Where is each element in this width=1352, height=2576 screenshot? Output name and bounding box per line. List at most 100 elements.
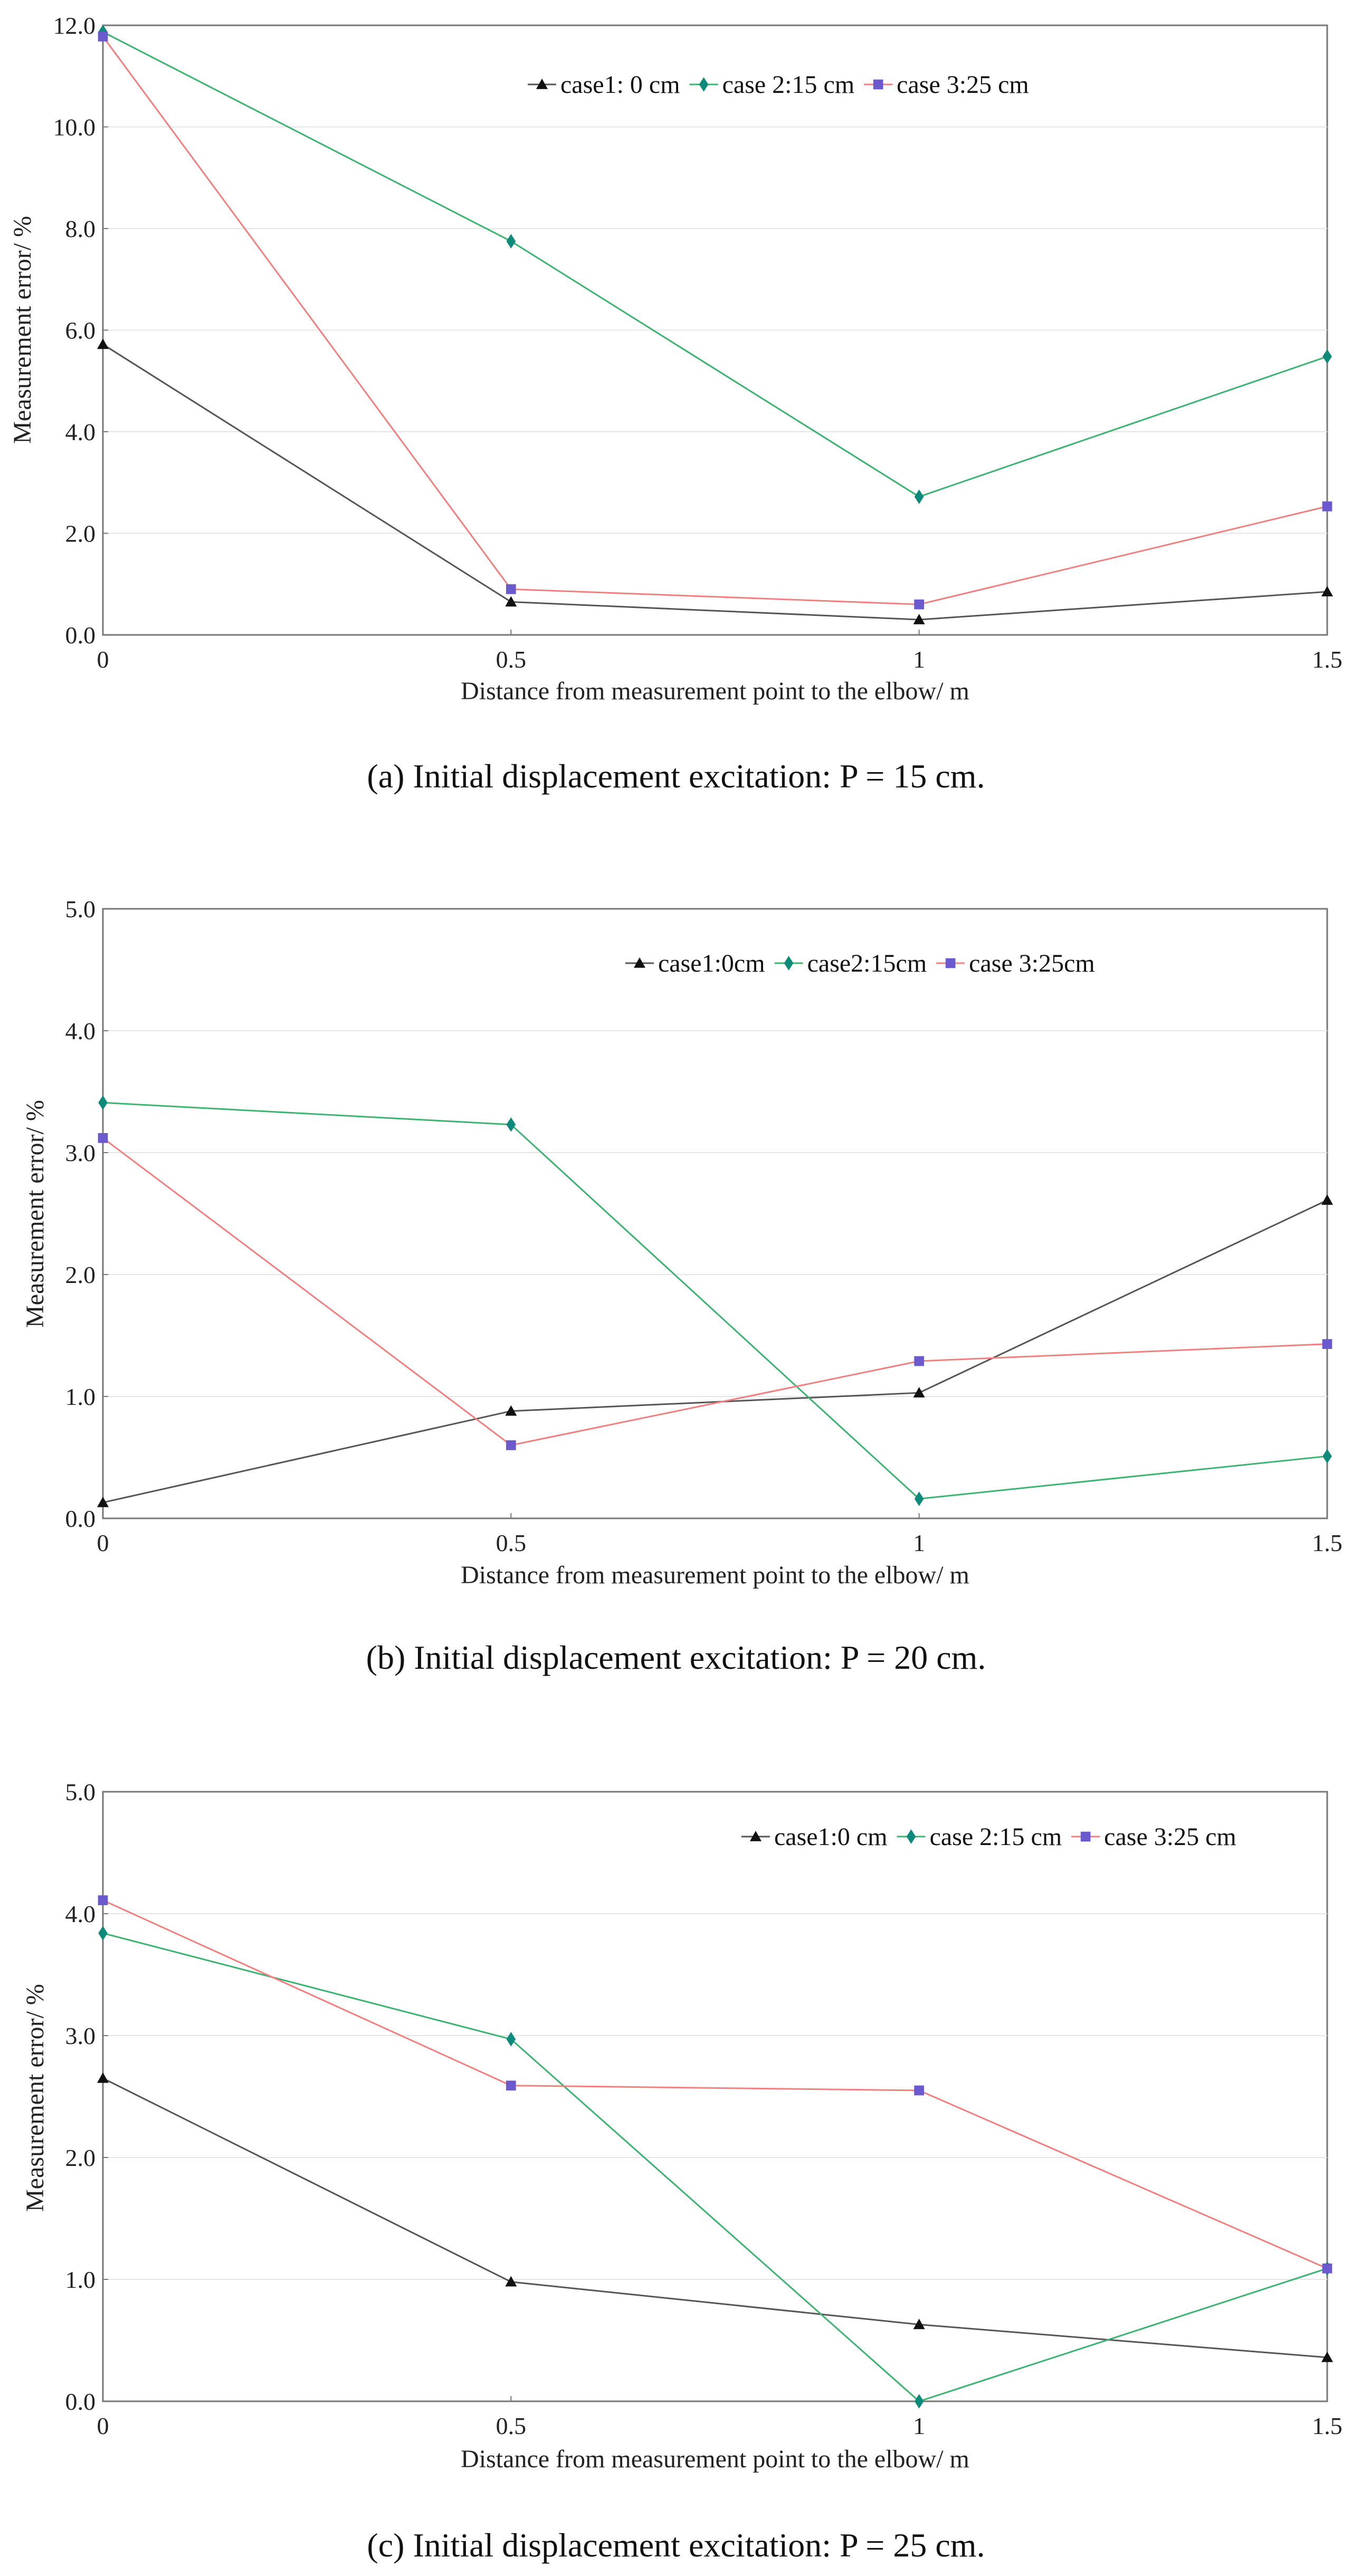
panel-a-legend-label-case3: case 3:25 cm xyxy=(897,71,1029,99)
panel-b-legend-label-case2: case2:15cm xyxy=(807,949,927,977)
panel-c-y-tick-label: 5.0 xyxy=(65,1779,96,1805)
panel-a-point-case2 xyxy=(914,489,924,504)
panel-b-y-axis-label: Measurement error/ % xyxy=(21,1100,49,1328)
panel-a-y-tick-label: 12.0 xyxy=(53,12,96,39)
panel-c-legend-marker-case2 xyxy=(906,1829,916,1844)
panel-c-point-case3 xyxy=(506,2080,516,2091)
panel-a-y-tick-label: 8.0 xyxy=(65,215,96,242)
panel-b-point-case2 xyxy=(1322,1449,1332,1463)
panel-a-y-ticks: 0.0 2.0 4.0 6.0 8.0 10.0 12.0 xyxy=(53,12,108,649)
panel-b-x-tick-label: 1.5 xyxy=(1312,1529,1343,1556)
panel-c: 0.01.02.03.04.05.0 0 0.5 1 1.5 case1:0 cm ca… xyxy=(21,1779,1343,2564)
panel-b-plot-frame xyxy=(102,908,1328,1519)
panel-b-point-case2 xyxy=(914,1491,924,1506)
panel-b-legend-label-case3: case 3:25cm xyxy=(969,949,1095,977)
panel-c-y-ticks: 0.0 1.0 2.0 3.0 4.0 5.0 xyxy=(65,1779,108,2415)
panel-a-markers xyxy=(97,24,1333,624)
panel-b-x-tick-label: 0 xyxy=(97,1529,109,1556)
panel-b-point-case3 xyxy=(1322,1339,1332,1349)
panel-a-point-case2 xyxy=(1322,349,1332,364)
panel-a-legend-marker-case3 xyxy=(873,79,883,90)
panel-a-legend-marker-case2 xyxy=(699,77,709,92)
panel-c-point-case3 xyxy=(1322,2263,1332,2274)
panel-a-series-line-2 xyxy=(102,31,1328,498)
panel-a-x-tick-label: 0 xyxy=(97,646,109,673)
panel-b-y-tick-label: 4.0 xyxy=(65,1018,96,1044)
panel-a-y-axis-label: Measurement error/ % xyxy=(8,216,36,444)
panel-b-y-ticks: 0.0 1.0 2.0 3.0 4.0 5.0 xyxy=(65,896,108,1532)
panel-c-point-case3 xyxy=(914,2085,925,2096)
panel-c-gridlines xyxy=(103,1913,1327,2280)
panel-a-x-ticks: 0 0.5 1 1.5 xyxy=(97,630,1343,673)
panel-a-series-lines xyxy=(102,31,1328,621)
panel-c-y-tick-label: 1.0 xyxy=(65,2266,96,2293)
panel-b-y-tick-label: 1.0 xyxy=(65,1383,96,1410)
panel-c-y-tick-label: 2.0 xyxy=(65,2144,96,2171)
panel-b-x-tick-label: 0.5 xyxy=(496,1529,527,1556)
panel-b-y-tick-label: 2.0 xyxy=(65,1261,96,1288)
panel-c-y-tick-label: 4.0 xyxy=(65,1900,96,1927)
panel-c-point-case2 xyxy=(914,2394,924,2409)
panel-c-series-lines xyxy=(102,1899,1328,2402)
panel-b-legend-marker-case3 xyxy=(945,958,956,968)
panel-a: 0.0 2.0 4.0 6.0 8.0 10.0 12.0 0 0.5 1 1.5 case1: … xyxy=(8,12,1343,795)
panel-b-y-tick-label: 0.0 xyxy=(65,1505,96,1532)
panel-b-point-case3 xyxy=(506,1440,516,1450)
panel-b-point-case1 xyxy=(97,1496,109,1507)
panel-a-point-case1 xyxy=(97,338,109,349)
panel-a-y-tick-label: 0.0 xyxy=(65,622,96,649)
panel-a-legend: case1: 0 cm case 2:15 cm case 3:25 cm xyxy=(528,71,1029,99)
panel-c-x-ticks: 0 0.5 1 1.5 xyxy=(97,2396,1343,2439)
panel-c-point-case3 xyxy=(98,1895,108,1905)
panel-b-series-lines xyxy=(102,1101,1328,1504)
panel-a-y-tick-label: 6.0 xyxy=(65,317,96,344)
panel-a-series-line-3 xyxy=(102,36,1328,605)
panel-a-point-case1 xyxy=(1321,586,1333,596)
panel-a-point-case3 xyxy=(506,584,516,594)
panel-c-legend-label-case2: case 2:15 cm xyxy=(930,1823,1062,1851)
panel-b-series-line-3 xyxy=(102,1137,1328,1447)
panel-c-point-case1 xyxy=(505,2276,517,2287)
panel-b-point-case3 xyxy=(914,1356,925,1366)
panel-a-y-tick-label: 4.0 xyxy=(65,419,96,445)
panel-a-x-axis-label: Distance from measurement point to the e… xyxy=(461,677,969,705)
panel-a-point-case1 xyxy=(505,596,517,607)
panel-a-x-tick-label: 1.5 xyxy=(1312,646,1343,673)
panel-b-series-line-2 xyxy=(102,1101,1328,1500)
panel-b-y-tick-label: 5.0 xyxy=(65,896,96,923)
panel-c-legend-label-case3: case 3:25 cm xyxy=(1104,1823,1236,1851)
panel-a-series-line-1 xyxy=(102,344,1328,621)
panel-c-y-tick-label: 3.0 xyxy=(65,2022,96,2049)
panel-c-series-line-3 xyxy=(102,1899,1328,2269)
panel-a-legend-marker-case1 xyxy=(536,79,548,89)
panel-c-plot-frame xyxy=(102,1791,1328,2402)
panel-a-point-case1 xyxy=(913,614,925,624)
panel-c-legend: case1:0 cm case 2:15 cm case 3:25 cm xyxy=(741,1823,1236,1851)
panel-b-caption: (b) Initial displacement excitation: P =… xyxy=(366,1639,986,1676)
panel-b-x-tick-label: 1 xyxy=(913,1529,925,1556)
panel-a-point-case2 xyxy=(506,234,516,249)
panel-b-y-tick-label: 3.0 xyxy=(65,1139,96,1166)
panel-c-x-tick-label: 0.5 xyxy=(496,2412,527,2439)
panel-c-x-axis-label: Distance from measurement point to the e… xyxy=(461,2445,969,2473)
panel-a-legend-label-case2: case 2:15 cm xyxy=(722,71,855,99)
panel-a-x-tick-label: 0.5 xyxy=(496,646,527,673)
panel-b-point-case1 xyxy=(505,1405,517,1416)
panel-b-point-case2 xyxy=(506,1117,516,1132)
panel-b-legend-marker-case1 xyxy=(634,957,645,968)
panel-a-point-case3 xyxy=(98,31,108,42)
panel-b-point-case3 xyxy=(98,1133,108,1143)
panel-a-point-case3 xyxy=(1322,501,1332,511)
panel-b-point-case2 xyxy=(98,1095,108,1110)
panel-a-y-tick-label: 2.0 xyxy=(65,520,96,547)
panel-a-point-case3 xyxy=(914,599,925,610)
panel-b-x-ticks: 0 0.5 1 1.5 xyxy=(97,1513,1343,1556)
panel-b-gridlines xyxy=(103,1030,1327,1397)
panel-b-point-case1 xyxy=(1321,1194,1333,1205)
panel-c-legend-marker-case1 xyxy=(750,1831,761,1841)
panel-a-x-tick-label: 1 xyxy=(913,646,925,673)
panel-c-point-case1 xyxy=(913,2318,925,2330)
panel-a-gridlines xyxy=(103,126,1327,534)
panel-b-series-line-1 xyxy=(102,1199,1328,1504)
